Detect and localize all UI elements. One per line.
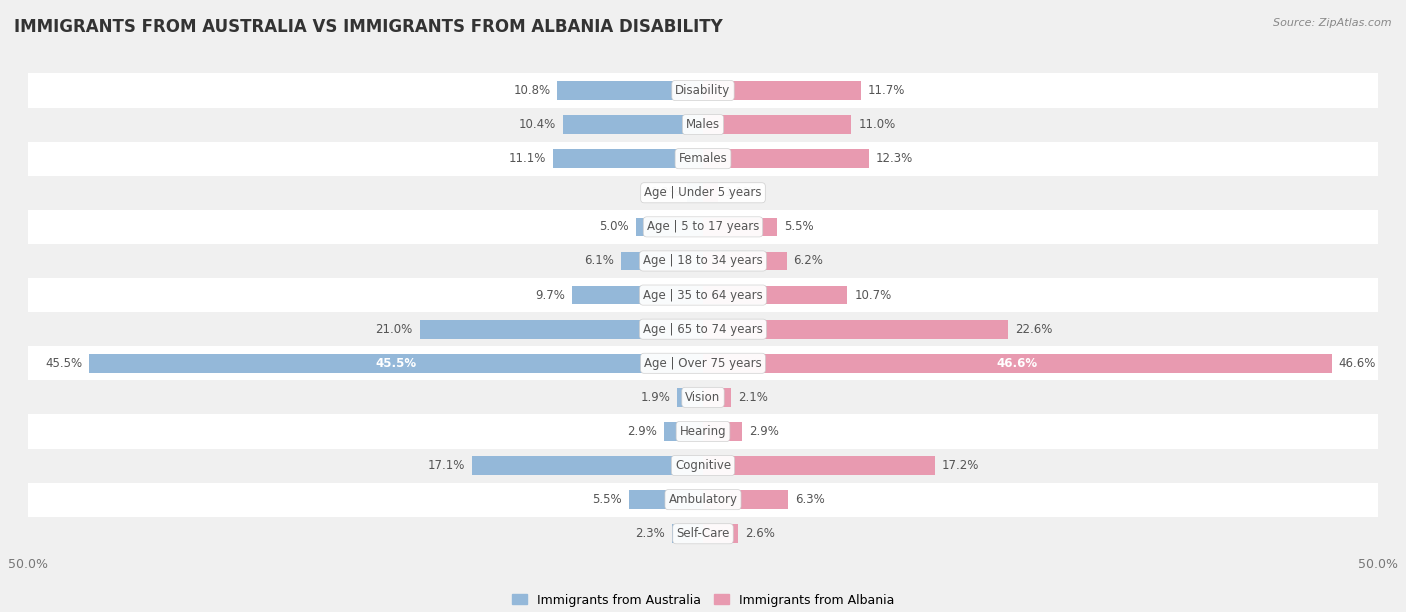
Bar bbox=[620, 252, 703, 271]
Text: 2.6%: 2.6% bbox=[745, 528, 775, 540]
Text: 6.1%: 6.1% bbox=[583, 255, 614, 267]
Text: 2.9%: 2.9% bbox=[749, 425, 779, 438]
Legend: Immigrants from Australia, Immigrants from Albania: Immigrants from Australia, Immigrants fr… bbox=[512, 594, 894, 606]
Bar bbox=[28, 244, 1378, 278]
Bar bbox=[28, 483, 1378, 517]
Bar bbox=[28, 73, 1378, 108]
Text: Cognitive: Cognitive bbox=[675, 459, 731, 472]
Bar bbox=[703, 217, 778, 236]
Bar bbox=[572, 286, 703, 304]
Bar bbox=[672, 524, 703, 543]
Text: Ambulatory: Ambulatory bbox=[668, 493, 738, 506]
Bar bbox=[664, 422, 703, 441]
Text: 6.3%: 6.3% bbox=[794, 493, 824, 506]
Text: Hearing: Hearing bbox=[679, 425, 727, 438]
Bar bbox=[703, 490, 787, 509]
Text: Age | 65 to 74 years: Age | 65 to 74 years bbox=[643, 323, 763, 335]
Bar bbox=[28, 312, 1378, 346]
Text: Females: Females bbox=[679, 152, 727, 165]
Bar bbox=[628, 490, 703, 509]
Text: 21.0%: 21.0% bbox=[375, 323, 413, 335]
Text: 1.9%: 1.9% bbox=[641, 391, 671, 404]
Text: 11.7%: 11.7% bbox=[868, 84, 905, 97]
Text: Age | 18 to 34 years: Age | 18 to 34 years bbox=[643, 255, 763, 267]
Text: 10.7%: 10.7% bbox=[855, 289, 891, 302]
Text: 6.2%: 6.2% bbox=[793, 255, 824, 267]
Text: 17.1%: 17.1% bbox=[427, 459, 465, 472]
Bar bbox=[472, 456, 703, 475]
Text: Age | Over 75 years: Age | Over 75 years bbox=[644, 357, 762, 370]
Text: Males: Males bbox=[686, 118, 720, 131]
Text: Disability: Disability bbox=[675, 84, 731, 97]
Bar bbox=[703, 184, 718, 202]
Text: IMMIGRANTS FROM AUSTRALIA VS IMMIGRANTS FROM ALBANIA DISABILITY: IMMIGRANTS FROM AUSTRALIA VS IMMIGRANTS … bbox=[14, 18, 723, 36]
Text: 1.2%: 1.2% bbox=[650, 186, 681, 200]
Text: 1.1%: 1.1% bbox=[724, 186, 755, 200]
Bar bbox=[28, 278, 1378, 312]
Text: 9.7%: 9.7% bbox=[536, 289, 565, 302]
Bar bbox=[703, 388, 731, 407]
Bar bbox=[89, 354, 703, 373]
Bar bbox=[28, 141, 1378, 176]
Bar bbox=[28, 414, 1378, 449]
Text: 5.5%: 5.5% bbox=[592, 493, 621, 506]
Text: 2.9%: 2.9% bbox=[627, 425, 657, 438]
Text: 2.1%: 2.1% bbox=[738, 391, 768, 404]
Bar bbox=[703, 115, 852, 134]
Text: Vision: Vision bbox=[685, 391, 721, 404]
Bar bbox=[703, 320, 1008, 338]
Bar bbox=[28, 210, 1378, 244]
Text: 10.4%: 10.4% bbox=[519, 118, 555, 131]
Bar bbox=[557, 81, 703, 100]
Text: Source: ZipAtlas.com: Source: ZipAtlas.com bbox=[1274, 18, 1392, 28]
Bar bbox=[686, 184, 703, 202]
Bar bbox=[28, 380, 1378, 414]
Text: 11.1%: 11.1% bbox=[509, 152, 547, 165]
Bar bbox=[28, 176, 1378, 210]
Text: 5.5%: 5.5% bbox=[785, 220, 814, 233]
Text: Age | 5 to 17 years: Age | 5 to 17 years bbox=[647, 220, 759, 233]
Bar bbox=[703, 252, 787, 271]
Bar bbox=[419, 320, 703, 338]
Bar bbox=[553, 149, 703, 168]
Text: Self-Care: Self-Care bbox=[676, 528, 730, 540]
Bar bbox=[703, 456, 935, 475]
Bar bbox=[28, 108, 1378, 141]
Bar bbox=[28, 346, 1378, 380]
Bar bbox=[703, 149, 869, 168]
Text: 11.0%: 11.0% bbox=[858, 118, 896, 131]
Text: 46.6%: 46.6% bbox=[1339, 357, 1376, 370]
Text: Age | 35 to 64 years: Age | 35 to 64 years bbox=[643, 289, 763, 302]
Bar bbox=[703, 422, 742, 441]
Bar bbox=[636, 217, 703, 236]
Text: 17.2%: 17.2% bbox=[942, 459, 980, 472]
Text: 45.5%: 45.5% bbox=[45, 357, 82, 370]
Text: 10.8%: 10.8% bbox=[513, 84, 551, 97]
Text: 2.3%: 2.3% bbox=[636, 528, 665, 540]
Text: 45.5%: 45.5% bbox=[375, 357, 416, 370]
Bar bbox=[28, 517, 1378, 551]
Text: 46.6%: 46.6% bbox=[997, 357, 1038, 370]
Text: 22.6%: 22.6% bbox=[1015, 323, 1052, 335]
Text: 12.3%: 12.3% bbox=[876, 152, 912, 165]
Bar bbox=[703, 524, 738, 543]
Bar bbox=[678, 388, 703, 407]
Text: 5.0%: 5.0% bbox=[599, 220, 628, 233]
Bar bbox=[703, 354, 1331, 373]
Text: Age | Under 5 years: Age | Under 5 years bbox=[644, 186, 762, 200]
Bar bbox=[28, 449, 1378, 483]
Bar bbox=[703, 81, 860, 100]
Bar bbox=[703, 286, 848, 304]
Bar bbox=[562, 115, 703, 134]
